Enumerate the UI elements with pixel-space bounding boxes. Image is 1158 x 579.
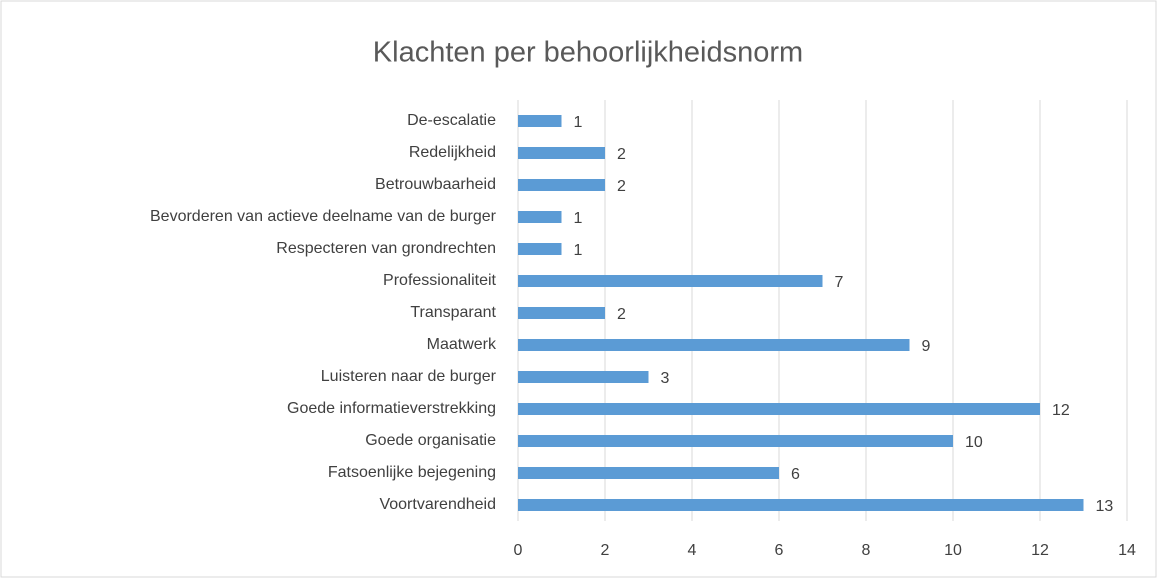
data-label: 6 (791, 466, 800, 483)
y-tick-label: Respecteren van grondrechten (276, 240, 496, 257)
data-label: 13 (1096, 498, 1114, 515)
y-tick-label: Redelijkheid (409, 144, 496, 161)
data-label: 1 (574, 242, 583, 259)
bar (518, 467, 779, 479)
bar (518, 499, 1084, 511)
y-tick-label: Bevorderen van actieve deelname van de b… (150, 208, 497, 225)
data-label: 2 (617, 146, 626, 163)
y-tick-label: Goede informatieverstrekking (287, 400, 496, 417)
data-label: 12 (1052, 402, 1070, 419)
bar (518, 243, 562, 255)
x-tick-label: 8 (862, 542, 871, 559)
bar (518, 339, 910, 351)
y-tick-label: Professionaliteit (383, 272, 497, 289)
data-label: 1 (574, 210, 583, 227)
y-tick-label: Fatsoenlijke bejegening (328, 464, 496, 481)
data-label: 7 (835, 274, 844, 291)
x-tick-label: 14 (1118, 542, 1136, 559)
bar (518, 371, 649, 383)
bar (518, 307, 605, 319)
data-label: 2 (617, 306, 626, 323)
bar (518, 275, 823, 287)
data-label: 10 (965, 434, 983, 451)
x-tick-label: 0 (514, 542, 523, 559)
x-tick-label: 2 (601, 542, 610, 559)
x-tick-label: 12 (1031, 542, 1049, 559)
y-tick-label: Voortvarendheid (379, 496, 496, 513)
x-tick-label: 10 (944, 542, 962, 559)
data-label: 9 (922, 338, 931, 355)
x-tick-label: 4 (688, 542, 697, 559)
data-label: 3 (661, 370, 670, 387)
y-tick-label: De-escalatie (407, 112, 496, 129)
bar (518, 435, 953, 447)
bar (518, 147, 605, 159)
bar (518, 403, 1040, 415)
bar (518, 211, 562, 223)
y-tick-label: Transparant (410, 304, 496, 321)
x-tick-label: 6 (775, 542, 784, 559)
bar (518, 179, 605, 191)
y-tick-label: Luisteren naar de burger (321, 368, 497, 385)
data-label: 1 (574, 114, 583, 131)
bar (518, 115, 562, 127)
y-tick-label: Goede organisatie (365, 432, 496, 449)
chart-title: Klachten per behoorlijkheidsnorm (373, 37, 803, 69)
data-label: 2 (617, 178, 626, 195)
y-tick-label: Maatwerk (427, 336, 497, 353)
y-tick-label: Betrouwbaarheid (375, 176, 496, 193)
